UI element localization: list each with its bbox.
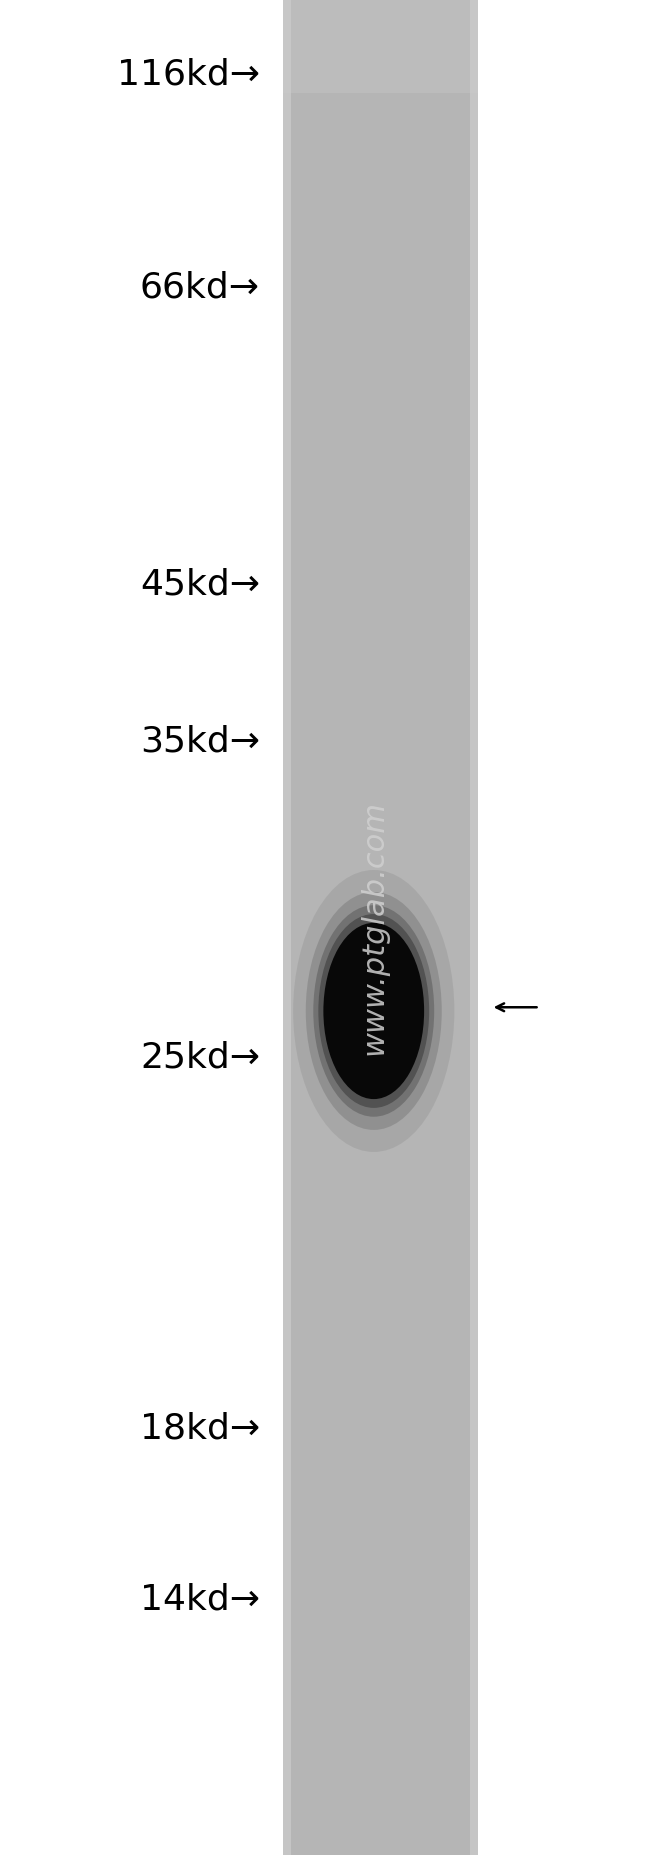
Text: 66kd→: 66kd→ (140, 271, 260, 304)
Text: 25kd→: 25kd→ (140, 1041, 260, 1074)
Bar (283, 0, 478, 93)
Bar (283, 0, 478, 1855)
Ellipse shape (306, 892, 442, 1130)
Bar (283, 0, 291, 1855)
Text: www.ptglab.com: www.ptglab.com (359, 800, 388, 1055)
Ellipse shape (313, 905, 434, 1117)
Ellipse shape (318, 915, 429, 1107)
Ellipse shape (323, 922, 424, 1098)
Text: 14kd→: 14kd→ (140, 1582, 260, 1616)
Bar (470, 0, 478, 1855)
Text: 116kd→: 116kd→ (117, 58, 260, 91)
Text: 35kd→: 35kd→ (140, 725, 260, 759)
Text: 18kd→: 18kd→ (140, 1412, 260, 1445)
Ellipse shape (293, 870, 454, 1152)
Text: 45kd→: 45kd→ (140, 568, 260, 601)
